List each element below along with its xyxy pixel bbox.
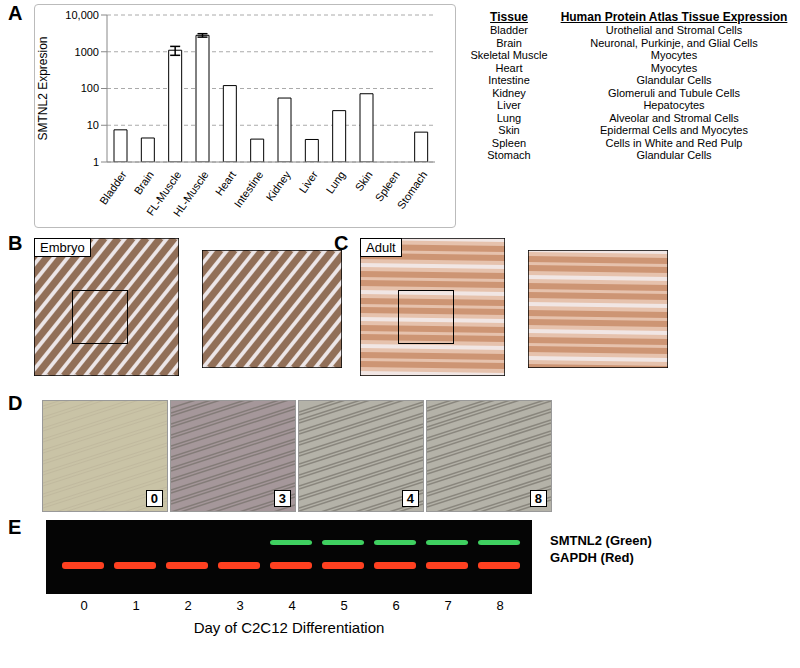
html-text:Kidney: Kidney bbox=[492, 86, 526, 99]
html-text:Adult: Adult bbox=[366, 240, 396, 255]
html-text:Alveolar and Stromal Cells: Alveolar and Stromal Cells bbox=[609, 111, 739, 124]
svg-text:Lung: Lung bbox=[323, 169, 347, 196]
svg-text:10,000: 10,000 bbox=[65, 9, 99, 21]
html-text:SMTNL2 (Green): SMTNL2 (Green) bbox=[550, 533, 652, 548]
svg-text:Spleen: Spleen bbox=[372, 168, 402, 204]
svg-text:SMTNL2 Expresion: SMTNL2 Expresion bbox=[36, 36, 50, 140]
html-text:2: 2 bbox=[184, 598, 192, 613]
html-text:Day of C2C12 Differentiation: Day of C2C12 Differentiation bbox=[193, 619, 385, 636]
html-text:Embryo: Embryo bbox=[40, 240, 85, 255]
svg-text:Kidney: Kidney bbox=[264, 168, 293, 203]
html-text:Lung: Lung bbox=[496, 111, 522, 124]
html-text:D: D bbox=[8, 392, 23, 414]
svg-text:HL-Muscle: HL-Muscle bbox=[171, 169, 211, 219]
html-text:7: 7 bbox=[444, 598, 452, 613]
html-text:Skin: Skin bbox=[498, 124, 520, 136]
html-text:C: C bbox=[334, 232, 349, 254]
html-text:Glandular Cells: Glandular Cells bbox=[636, 74, 712, 86]
html-text:Skeletal Muscle: Skeletal Muscle bbox=[470, 49, 548, 61]
html-text:5: 5 bbox=[340, 598, 348, 613]
svg-text:1000: 1000 bbox=[75, 46, 99, 58]
html-text:4: 4 bbox=[406, 491, 414, 506]
svg-text:Intestine: Intestine bbox=[232, 169, 266, 210]
html-text:Cells in White and Red Pulp: Cells in White and Red Pulp bbox=[605, 136, 743, 149]
svg-text:Brain: Brain bbox=[131, 169, 156, 197]
html-text:Tissue: Tissue bbox=[490, 10, 528, 24]
html-text:0: 0 bbox=[80, 598, 88, 613]
html-text:Myocytes: Myocytes bbox=[650, 49, 698, 61]
html-text:0: 0 bbox=[150, 491, 158, 506]
html-text:B: B bbox=[8, 232, 23, 254]
svg-text:100: 100 bbox=[81, 82, 99, 94]
html-text:1: 1 bbox=[132, 598, 140, 613]
html-text:Neuronal, Purkinje, and Glial: Neuronal, Purkinje, and Glial Cells bbox=[590, 36, 758, 49]
html-text:Glandular Cells: Glandular Cells bbox=[636, 149, 712, 161]
html-text:Liver: Liver bbox=[497, 99, 521, 111]
svg-text:1: 1 bbox=[93, 156, 99, 168]
html-text:GAPDH (Red): GAPDH (Red) bbox=[550, 550, 634, 565]
svg-text:Heart: Heart bbox=[213, 169, 238, 198]
html-text:8: 8 bbox=[496, 598, 504, 613]
html-text:A: A bbox=[8, 2, 23, 24]
svg-text:Liver: Liver bbox=[297, 168, 321, 195]
html-text:Human Protein Atlas Tissue Exp: Human Protein Atlas Tissue Expression bbox=[560, 10, 788, 24]
svg-text:Bladder: Bladder bbox=[97, 168, 129, 206]
html-text:Heart: Heart bbox=[495, 61, 523, 74]
svg-text:10: 10 bbox=[87, 119, 99, 131]
svg-text:Stomach: Stomach bbox=[395, 169, 430, 211]
html-text:Epidermal Cells and Myocytes: Epidermal Cells and Myocytes bbox=[600, 124, 748, 136]
html-text:Bladder: Bladder bbox=[490, 24, 528, 36]
html-text:3: 3 bbox=[278, 491, 286, 506]
html-text:Hepatocytes: Hepatocytes bbox=[643, 99, 705, 111]
html-text:Brain: Brain bbox=[496, 36, 522, 49]
html-text:Myocytes: Myocytes bbox=[650, 61, 698, 74]
html-text:8: 8 bbox=[534, 491, 542, 506]
html-text:Stomach: Stomach bbox=[487, 149, 531, 161]
html-text:Intestine: Intestine bbox=[488, 74, 530, 86]
html-text:3: 3 bbox=[236, 598, 244, 613]
html-text:Spleen: Spleen bbox=[491, 136, 527, 149]
svg-text:Skin: Skin bbox=[353, 169, 375, 193]
svg-text:FL-Muscle: FL-Muscle bbox=[144, 168, 184, 218]
html-text:E: E bbox=[8, 516, 22, 538]
html-text:Glomeruli and Tubule Cells: Glomeruli and Tubule Cells bbox=[608, 86, 740, 99]
html-text:6: 6 bbox=[392, 598, 400, 613]
html-text:4: 4 bbox=[288, 598, 296, 613]
html-text:Urothelial and Stromal Cells: Urothelial and Stromal Cells bbox=[605, 24, 743, 36]
